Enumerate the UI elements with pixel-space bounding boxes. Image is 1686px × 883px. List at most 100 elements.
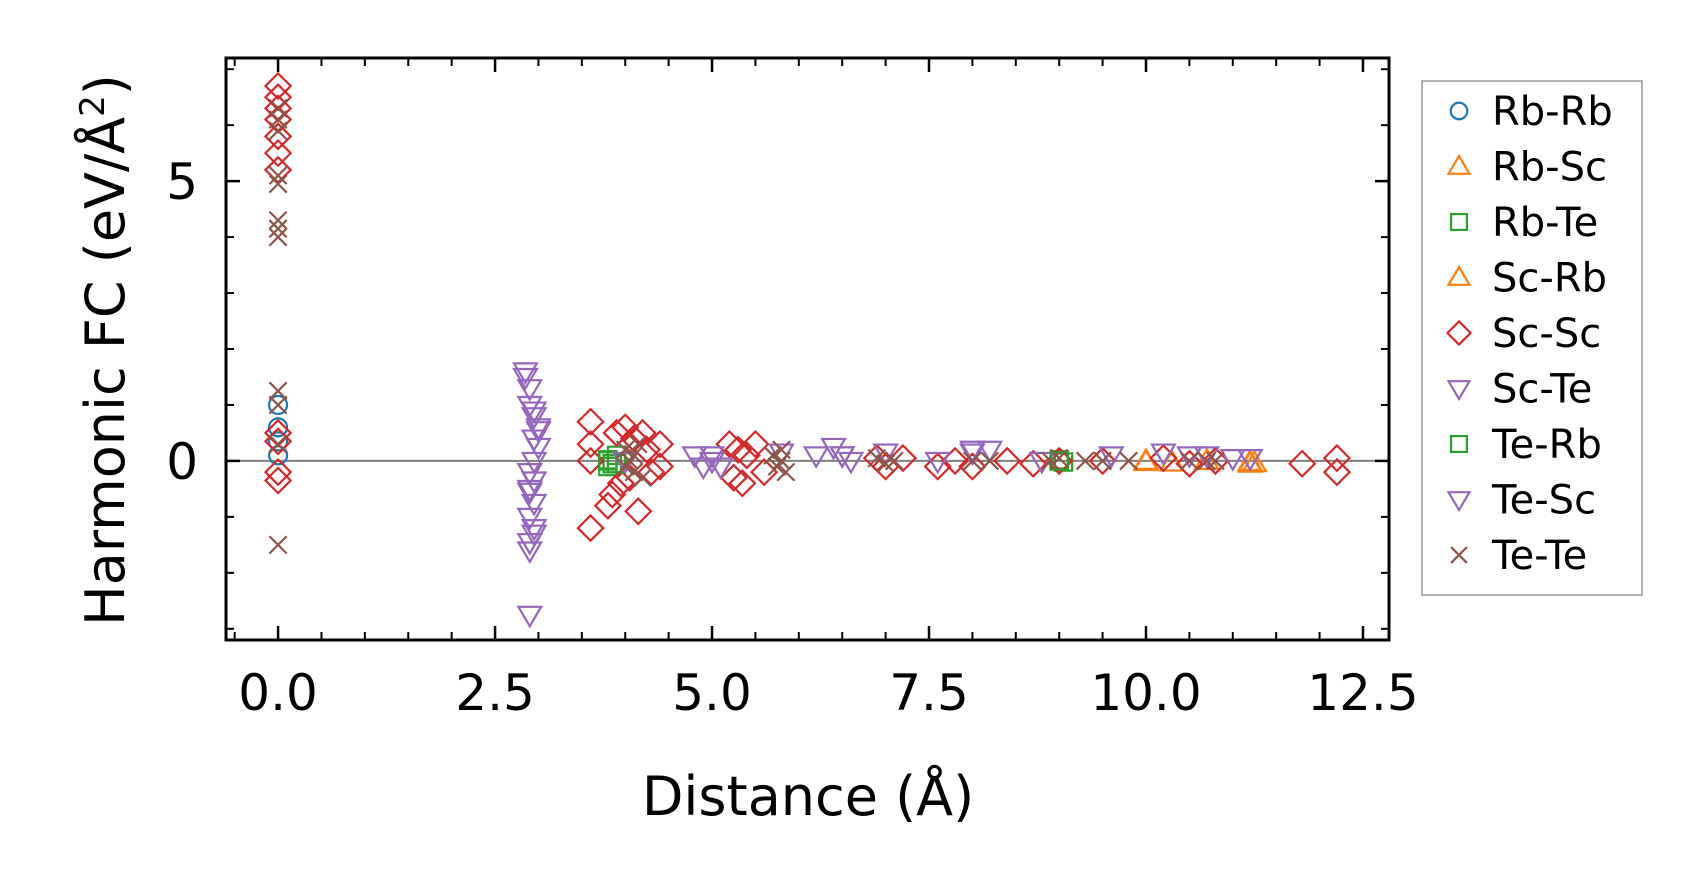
data-point-te-te xyxy=(1179,451,1199,471)
data-point-sc-sc xyxy=(624,497,653,526)
x-tick-label: 7.5 xyxy=(889,664,969,722)
data-point-te-sc xyxy=(959,440,986,464)
legend-marker-te-rb xyxy=(1449,434,1469,454)
data-point-te-te xyxy=(763,445,783,465)
data-point-sc-sc xyxy=(645,452,675,481)
legend-label: Sc-Sc xyxy=(1492,311,1601,357)
data-point-te-te xyxy=(624,462,644,482)
data-point-sc-sc xyxy=(576,513,605,543)
data-point-sc-te xyxy=(1176,446,1203,469)
data-point-sc-sc xyxy=(1175,449,1204,478)
data-point-te-te xyxy=(615,440,635,460)
data-point-rb-rb xyxy=(267,394,289,416)
plot-area xyxy=(263,71,1352,629)
data-point-sc-sc xyxy=(263,138,293,168)
data-point-te-te xyxy=(268,395,288,415)
data-point-sc-sc xyxy=(888,443,918,473)
legend-label: Rb-Te xyxy=(1492,200,1598,246)
data-point-sc-sc xyxy=(606,469,636,498)
data-point-te-sc xyxy=(520,524,548,548)
data-point-sc-sc xyxy=(263,122,293,151)
data-point-sc-te xyxy=(520,451,548,475)
data-point-te-te xyxy=(1075,451,1095,471)
data-point-sc-sc xyxy=(645,429,675,459)
data-point-te-te xyxy=(268,227,288,247)
y-tick-label: 0 xyxy=(166,433,198,491)
data-point-te-te xyxy=(268,434,288,454)
data-point-sc-te xyxy=(516,482,544,506)
axes xyxy=(226,58,1389,640)
data-point-te-te xyxy=(624,445,644,465)
legend-label: Rb-Rb xyxy=(1492,89,1613,135)
data-point-sc-sc xyxy=(741,429,770,459)
data-point-sc-te xyxy=(1219,449,1247,472)
data-point-te-te xyxy=(867,448,887,468)
data-point-sc-sc xyxy=(749,457,779,487)
data-point-te-te xyxy=(268,535,288,555)
data-point-sc-te xyxy=(924,451,952,475)
legend-marker-sc-te xyxy=(1446,380,1472,402)
x-tick-label: 5.0 xyxy=(672,664,752,722)
data-point-te-te xyxy=(633,468,653,488)
data-point-sc-te xyxy=(520,407,548,430)
data-point-sc-te xyxy=(698,446,726,469)
data-point-sc-sc xyxy=(576,407,605,436)
data-point-sc-sc xyxy=(593,491,623,520)
data-point-sc-te xyxy=(681,446,708,469)
data-point-sc-sc xyxy=(723,435,753,464)
data-point-sc-te xyxy=(516,541,544,565)
data-point-sc-te xyxy=(837,451,865,475)
data-point-te-sc xyxy=(516,605,544,629)
series-te-sc xyxy=(512,367,986,629)
data-point-sc-sc xyxy=(263,155,293,185)
legend-marker-rb-te xyxy=(1449,212,1469,232)
legend-label: Te-Sc xyxy=(1491,478,1596,524)
legend-marker-sc-rb xyxy=(1446,264,1472,286)
data-point-sc-te xyxy=(1150,443,1177,467)
data-point-te-te xyxy=(268,121,288,141)
x-tick-label: 2.5 xyxy=(455,664,535,722)
data-point-te-te xyxy=(884,451,904,471)
data-point-rb-rb xyxy=(267,417,289,438)
data-point-sc-sc xyxy=(602,418,631,448)
data-point-sc-sc xyxy=(1088,446,1117,476)
data-point-sc-sc xyxy=(728,469,757,498)
legend-label: Sc-Rb xyxy=(1492,256,1607,302)
y-axis-title: Harmonic FC (eV/Å2) xyxy=(73,74,137,626)
data-point-te-te xyxy=(772,451,791,471)
data-point-sc-sc xyxy=(1149,443,1178,473)
data-point-sc-sc xyxy=(719,463,748,492)
x-tick-label: 0.0 xyxy=(238,664,318,722)
data-point-sc-te xyxy=(820,437,847,461)
data-point-te-te xyxy=(1197,451,1217,471)
legend-marker-rb-rb xyxy=(1449,101,1469,121)
data-point-te-te xyxy=(268,174,288,194)
data-point-sc-sc xyxy=(1322,457,1352,487)
y-tick-labels: 05 xyxy=(166,153,198,491)
data-point-rb-sc xyxy=(1241,449,1268,473)
x-tick-label: 12.5 xyxy=(1307,664,1418,722)
data-point-rb-rb xyxy=(267,431,289,452)
data-point-sc-sc xyxy=(1322,443,1352,473)
legend-marker-sc-sc xyxy=(1445,319,1473,347)
data-point-te-te xyxy=(1119,451,1139,471)
legend-marker-rb-sc xyxy=(1446,153,1472,175)
legend-marker-te-te xyxy=(1450,546,1468,564)
x-tick-labels: 0.0 2.5 5.0 7.5 10.0 12.5 xyxy=(238,664,1418,722)
plot-frame xyxy=(224,56,1391,642)
data-point-sc-te xyxy=(512,362,539,385)
data-point-te-sc xyxy=(520,401,548,425)
data-point-te-sc xyxy=(828,446,856,469)
y-axis-title-main: Harmonic FC (eV/Å xyxy=(73,117,137,626)
data-point-sc-sc xyxy=(923,452,952,481)
data-point-te-te xyxy=(268,210,288,230)
data-point-sc-te xyxy=(1236,449,1264,472)
data-point-sc-sc xyxy=(992,446,1022,476)
data-point-te-sc xyxy=(698,451,726,475)
legend-label: Te-Te xyxy=(1491,533,1587,579)
x-tick-label: 10.0 xyxy=(1090,664,1201,722)
x-axis-title: Distance (Å) xyxy=(642,764,974,828)
series-te-te xyxy=(268,98,1225,555)
